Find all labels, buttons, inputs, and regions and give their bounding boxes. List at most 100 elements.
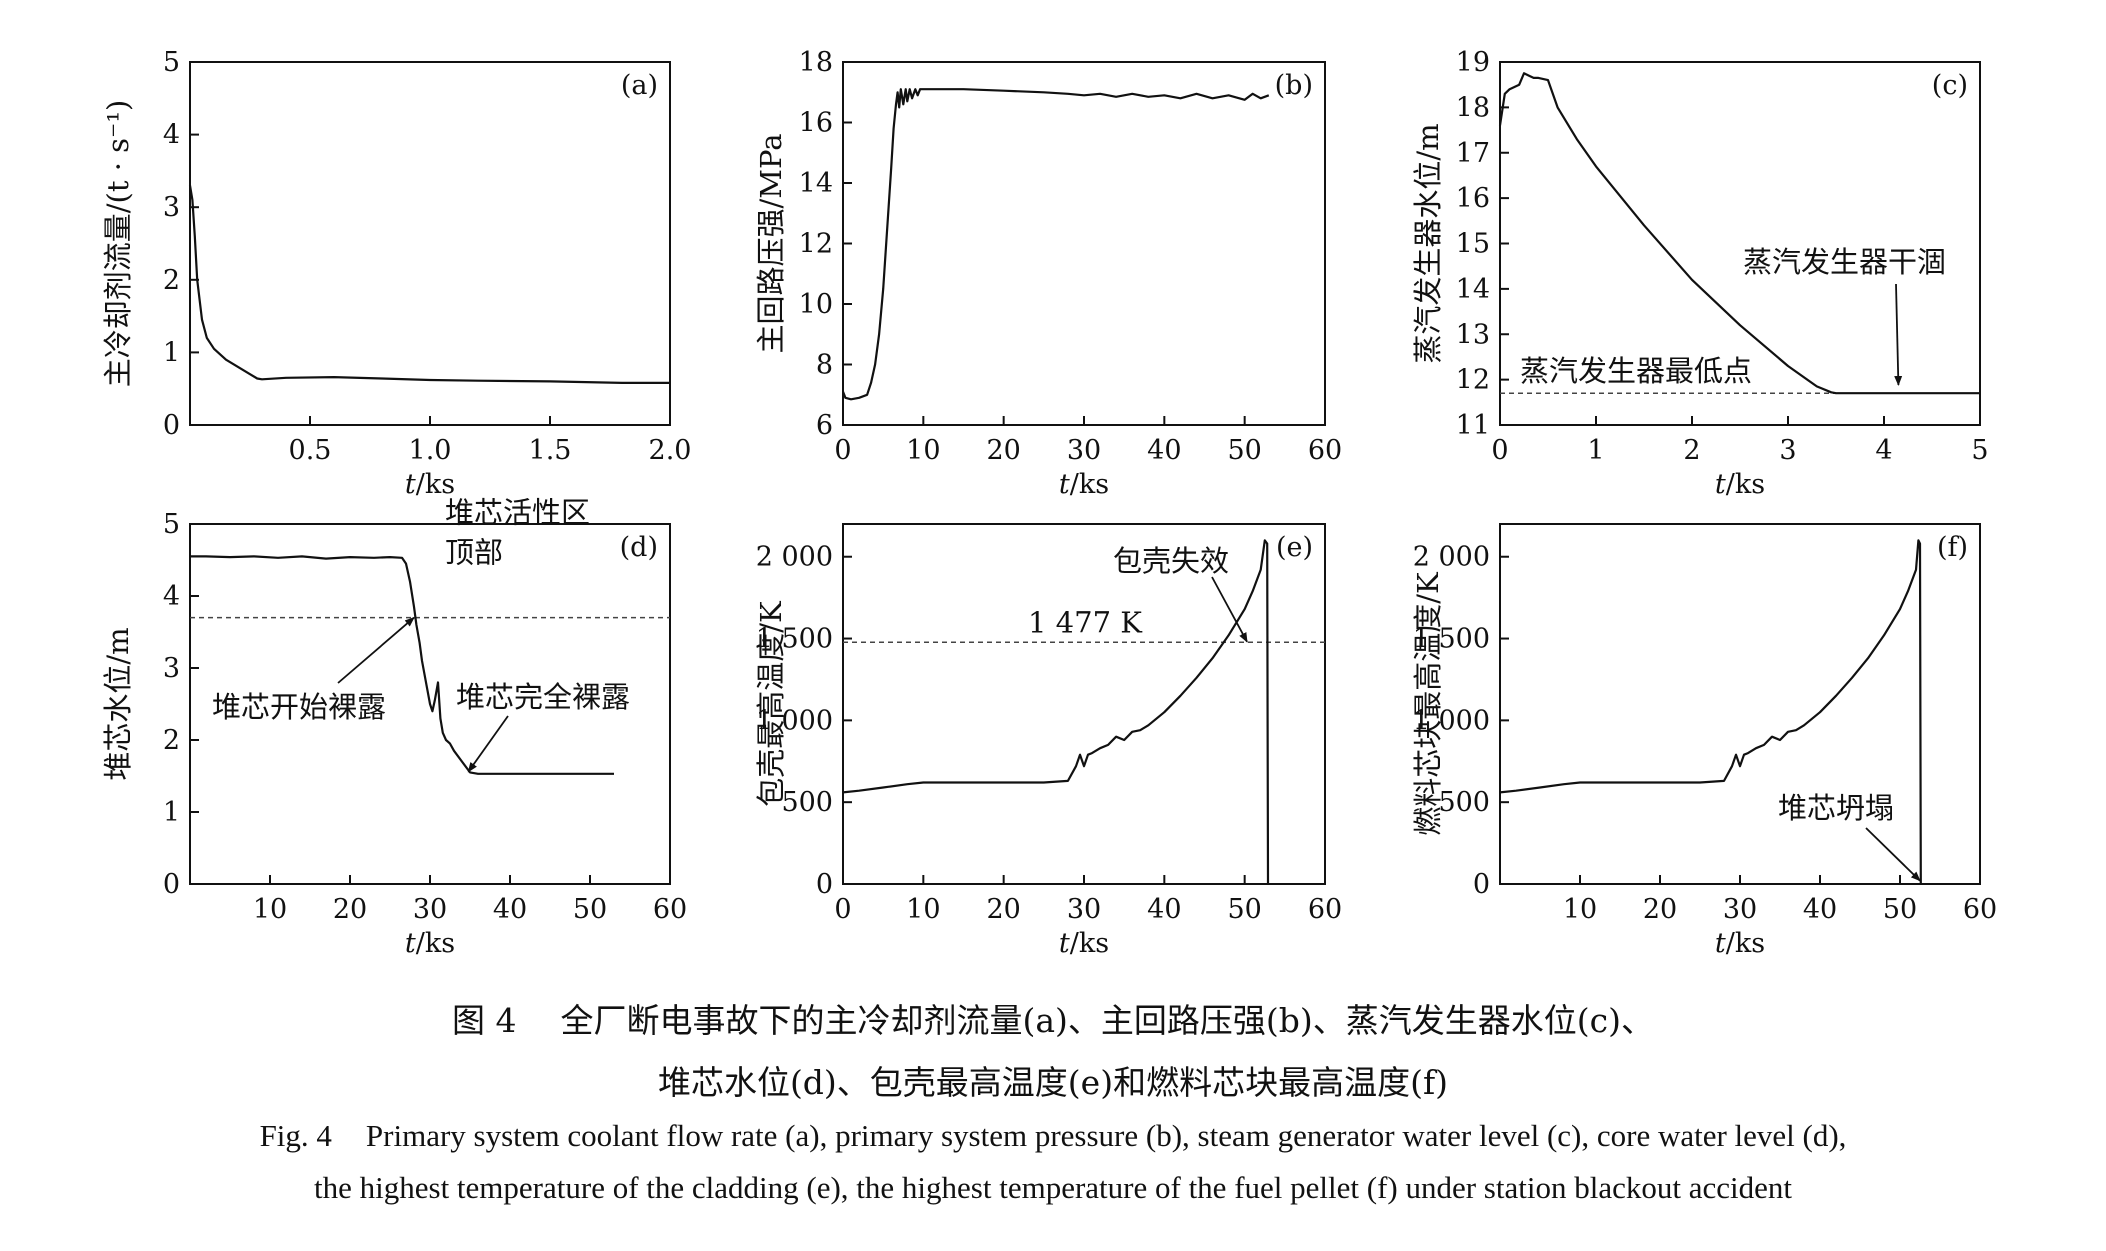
annotation-arrow bbox=[1865, 827, 1921, 882]
x-tick-label: 20 bbox=[986, 894, 1020, 925]
caption-en-fig-number: Fig. 4 bbox=[259, 1118, 332, 1153]
y-tick-label: 500 bbox=[1438, 787, 1490, 818]
y-tick-label: 6 bbox=[816, 410, 833, 441]
y-tick-label: 18 bbox=[1456, 92, 1490, 123]
series-line bbox=[188, 185, 670, 384]
y-tick-label: 18 bbox=[799, 47, 833, 78]
x-tick-label: 60 bbox=[1963, 894, 1997, 925]
x-tick-label: 50 bbox=[1227, 435, 1261, 466]
panel-tag: (f) bbox=[1937, 532, 1968, 563]
x-axis-label-var: t bbox=[1715, 469, 1726, 500]
caption-zh-line1: 图 4 全厂断电事故下的主冷却剂流量(a)、主回路压强(b)、蒸汽发生器水位(c)… bbox=[0, 994, 2106, 1042]
y-tick-label: 14 bbox=[799, 168, 833, 199]
x-tick-label: 10 bbox=[253, 894, 287, 925]
series-line bbox=[1498, 72, 1980, 395]
panel-tag: (b) bbox=[1275, 70, 1313, 101]
y-tick-label: 3 bbox=[163, 653, 180, 684]
x-tick-label: 10 bbox=[906, 894, 940, 925]
y-tick-label: 19 bbox=[1456, 47, 1490, 78]
x-tick-label: 40 bbox=[1803, 894, 1837, 925]
caption-en-line1-text: Primary system coolant flow rate (a), pr… bbox=[365, 1118, 1847, 1153]
x-axis-label: t/ks bbox=[1059, 469, 1109, 500]
annotation-arrow bbox=[337, 616, 415, 684]
x-axis-label-unit: /ks bbox=[1070, 469, 1109, 500]
x-tick-label: 1.0 bbox=[409, 435, 452, 466]
x-axis-label: t/ks bbox=[405, 469, 455, 500]
x-tick-label: 0 bbox=[834, 894, 851, 925]
annotation-arrow bbox=[467, 715, 509, 773]
y-tick-label: 11 bbox=[1456, 410, 1490, 441]
x-axis-label-unit: /ks bbox=[1726, 469, 1765, 500]
x-axis-label: t/ks bbox=[1715, 469, 1765, 500]
x-axis-label-var: t bbox=[1715, 928, 1726, 959]
y-tick-label: 5 bbox=[163, 509, 180, 540]
y-tick-label: 5 bbox=[163, 47, 180, 78]
x-tick-label: 30 bbox=[1723, 894, 1757, 925]
y-tick-label: 2 000 bbox=[756, 542, 833, 573]
y-tick-label: 1 500 bbox=[756, 624, 833, 655]
x-tick-label: 20 bbox=[1643, 894, 1677, 925]
plot-frame bbox=[842, 61, 1326, 426]
y-tick-label: 17 bbox=[1456, 138, 1490, 169]
x-tick-label: 50 bbox=[1883, 894, 1917, 925]
panel-tag: (c) bbox=[1932, 70, 1968, 101]
y-tick-label: 500 bbox=[781, 787, 833, 818]
x-tick-label: 50 bbox=[1227, 894, 1261, 925]
y-tick-label: 8 bbox=[816, 350, 833, 381]
chart-panel-b: 0 10 20 30 40 50 60 6 8 10 12 14 16 18 t/ks 主回路压强/MPa (b… bbox=[754, 47, 1342, 500]
x-tick-label: 2 bbox=[1683, 435, 1700, 466]
y-tick-label: 0 bbox=[816, 869, 833, 900]
x-axis-label: t/ks bbox=[405, 928, 455, 959]
x-tick-label: 40 bbox=[1147, 435, 1181, 466]
caption-en-line1: Fig. 4 Primary system coolant flow rate (… bbox=[0, 1118, 2106, 1154]
x-tick-label: 60 bbox=[653, 894, 687, 925]
x-tick-label: 60 bbox=[1308, 894, 1342, 925]
annotation-label: 堆芯开始裸露 bbox=[212, 690, 386, 724]
series-line bbox=[190, 555, 614, 775]
y-tick-label: 0 bbox=[1473, 869, 1490, 900]
series-line bbox=[841, 88, 1270, 401]
x-tick-label: 40 bbox=[1147, 894, 1181, 925]
x-axis-label-var: t bbox=[405, 469, 416, 500]
reference-line-label: 1 477 K bbox=[1028, 605, 1143, 639]
y-axis-label: 主回路压强/MPa bbox=[754, 134, 788, 354]
annotation-arrow bbox=[1894, 283, 1903, 386]
x-axis-label-unit: /ks bbox=[1070, 928, 1109, 959]
y-tick-label: 0 bbox=[163, 410, 180, 441]
x-axis-label: t/ks bbox=[1715, 928, 1765, 959]
x-axis-label-var: t bbox=[1059, 469, 1070, 500]
y-tick-label: 4 bbox=[163, 120, 180, 151]
chart-panel-c: 0 1 2 3 4 5111213141516171819t/ks蒸汽发生器水位/m(c)… bbox=[1411, 47, 1989, 500]
annotation-label: 堆芯完全裸露 bbox=[456, 680, 630, 714]
y-tick-label: 1 500 bbox=[1413, 624, 1490, 655]
y-tick-label: 15 bbox=[1456, 229, 1490, 260]
chart-panel-a: 0.5 1.0 1.5 2.0 0 1 2 3 4 5 t/ks 主冷却剂流量/(t · s⁻¹) (a… bbox=[101, 47, 691, 500]
x-axis-label-var: t bbox=[1059, 928, 1070, 959]
y-tick-label: 3 bbox=[163, 192, 180, 223]
series-line bbox=[842, 539, 1270, 885]
panel-tag: (a) bbox=[621, 70, 658, 101]
x-tick-label: 4 bbox=[1875, 435, 1892, 466]
y-axis-label: 主冷却剂流量/(t · s⁻¹) bbox=[101, 100, 135, 388]
y-tick-label: 12 bbox=[799, 229, 833, 260]
x-tick-label: 60 bbox=[1308, 435, 1342, 466]
x-tick-label: 2.0 bbox=[649, 435, 692, 466]
panel-tag: (d) bbox=[620, 532, 658, 563]
y-axis-label: 堆芯水位/m bbox=[101, 627, 135, 780]
y-tick-label: 1 000 bbox=[1413, 705, 1490, 736]
caption-zh-fig-number: 图 4 bbox=[451, 1001, 517, 1040]
x-tick-label: 0 bbox=[834, 435, 851, 466]
reference-line-label: 堆芯活性区 bbox=[445, 496, 590, 530]
annotation-label: 包壳失效 bbox=[1113, 544, 1229, 578]
plot-frame bbox=[1499, 523, 1981, 885]
x-tick-label: 40 bbox=[493, 894, 527, 925]
series-line bbox=[1499, 539, 1922, 885]
y-tick-label: 12 bbox=[1456, 365, 1490, 396]
annotation-arrow bbox=[1211, 576, 1248, 643]
panel-tag: (e) bbox=[1276, 532, 1313, 563]
y-tick-label: 2 bbox=[163, 725, 180, 756]
y-tick-label: 4 bbox=[163, 581, 180, 612]
x-tick-label: 30 bbox=[413, 894, 447, 925]
y-tick-label: 16 bbox=[799, 108, 833, 139]
